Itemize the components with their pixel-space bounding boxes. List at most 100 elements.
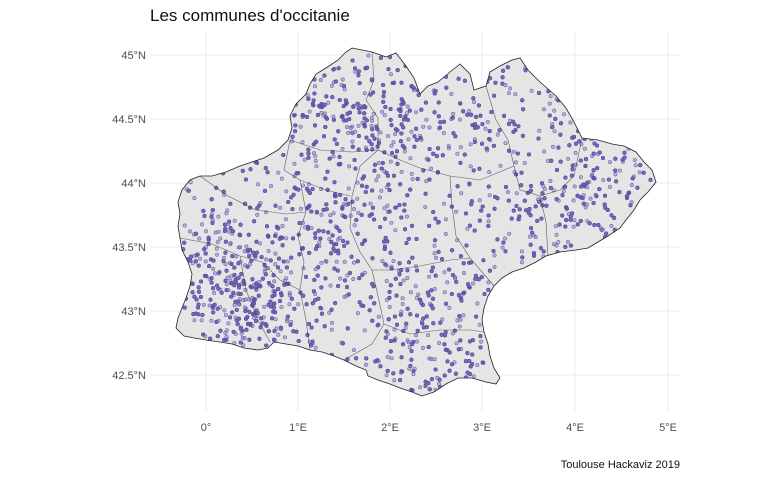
commune-point (438, 120, 443, 125)
commune-point (326, 100, 331, 105)
commune-point (266, 280, 271, 285)
commune-point (208, 336, 213, 341)
commune-point (309, 325, 314, 330)
commune-point (441, 119, 446, 124)
commune-point (288, 270, 293, 275)
commune-point (309, 209, 314, 214)
commune-point (233, 278, 238, 283)
commune-point (231, 329, 236, 334)
commune-point (583, 205, 588, 210)
commune-point (279, 305, 284, 310)
commune-point (256, 293, 261, 298)
commune-point (305, 93, 310, 98)
commune-point (273, 251, 278, 256)
commune-point (442, 290, 447, 295)
commune-point (315, 113, 320, 118)
commune-point (196, 285, 201, 290)
commune-point (369, 142, 374, 147)
commune-point (222, 222, 227, 227)
commune-point (471, 96, 476, 101)
commune-point (285, 314, 290, 319)
commune-point (330, 233, 335, 238)
commune-point (313, 267, 318, 272)
commune-point (487, 129, 492, 134)
commune-point (238, 233, 243, 238)
commune-point (182, 240, 187, 245)
commune-point (383, 262, 388, 267)
commune-point (554, 197, 559, 202)
commune-point (349, 254, 354, 259)
commune-point (408, 363, 413, 368)
commune-point (570, 167, 575, 172)
commune-point (514, 204, 519, 209)
commune-point (337, 162, 342, 167)
commune-point (331, 114, 336, 119)
commune-point (375, 144, 380, 149)
commune-point (251, 250, 256, 255)
commune-point (240, 168, 245, 173)
commune-point (391, 371, 396, 376)
commune-point (209, 276, 214, 281)
commune-point (280, 224, 285, 229)
commune-point (394, 322, 399, 327)
x-tick-label: 1°E (289, 422, 307, 434)
commune-point (370, 127, 375, 132)
commune-point (275, 265, 280, 270)
commune-point (335, 237, 340, 242)
commune-point (324, 207, 329, 212)
commune-point (486, 219, 491, 224)
commune-point (397, 203, 402, 208)
commune-point (431, 321, 436, 326)
commune-point (423, 205, 428, 210)
commune-point (362, 122, 367, 127)
commune-point (398, 139, 403, 144)
commune-point (345, 273, 350, 278)
commune-point (376, 314, 381, 319)
commune-point (541, 107, 546, 112)
commune-point (628, 203, 633, 208)
commune-point (426, 293, 431, 298)
commune-point (346, 201, 351, 206)
commune-point (307, 250, 312, 255)
commune-point (386, 134, 391, 139)
commune-point (470, 123, 475, 128)
commune-point (404, 321, 409, 326)
commune-point (259, 255, 264, 260)
commune-point (340, 114, 345, 119)
commune-point (429, 269, 434, 274)
commune-point (604, 231, 609, 236)
commune-point (462, 78, 467, 83)
commune-point (386, 182, 391, 187)
commune-point (387, 209, 392, 214)
commune-point (461, 261, 466, 266)
commune-point (388, 159, 393, 164)
commune-point (468, 164, 473, 169)
commune-point (380, 109, 385, 114)
commune-point (213, 230, 218, 235)
commune-point (436, 114, 441, 119)
commune-point (344, 285, 349, 290)
commune-point (311, 98, 316, 103)
commune-point (189, 254, 194, 259)
commune-point (539, 216, 544, 221)
commune-point (442, 270, 447, 275)
commune-point (414, 126, 419, 131)
commune-point (268, 184, 273, 189)
commune-point (199, 318, 204, 323)
commune-point (443, 330, 448, 335)
commune-point (222, 192, 227, 197)
commune-point (378, 225, 383, 230)
commune-point (241, 343, 246, 348)
commune-point (437, 340, 442, 345)
commune-point (567, 143, 572, 148)
commune-point (429, 303, 434, 308)
commune-point (224, 288, 229, 293)
commune-point (216, 214, 221, 219)
commune-point (335, 268, 340, 273)
commune-point (356, 210, 361, 215)
commune-point (374, 178, 379, 183)
commune-point (441, 201, 446, 206)
commune-point (399, 131, 404, 136)
commune-point (409, 171, 414, 176)
commune-point (347, 110, 352, 115)
